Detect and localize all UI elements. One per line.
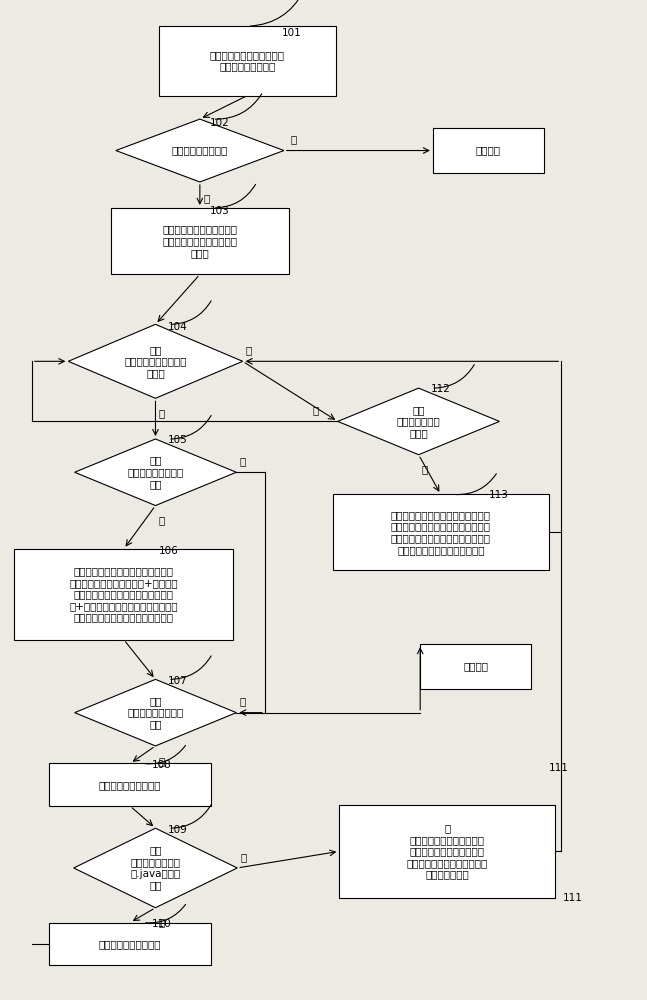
- Text: 是: 是: [203, 194, 209, 204]
- Text: 105: 105: [168, 435, 188, 445]
- Text: 102: 102: [210, 118, 229, 128]
- Text: 判断源路径是否存在: 判断源路径是否存在: [171, 146, 228, 156]
- Text: 将
查找到的文件作为源文件进
行解析，将解析结果写入目
标路径下的目标文件，在当前
路径中查找对象: 将 查找到的文件作为源文件进 行解析，将解析结果写入目 标路径下的目标文件，在当…: [406, 823, 488, 880]
- Text: 判断
当前路径是否为
源路径: 判断 当前路径是否为 源路径: [397, 405, 441, 438]
- Text: 是: 是: [239, 697, 246, 707]
- Bar: [159, 26, 336, 96]
- Text: 获取源文件的源路径和目标
文件所在的目标路径: 获取源文件的源路径和目标 文件所在的目标路径: [210, 50, 285, 72]
- Text: 否: 否: [239, 456, 246, 466]
- Text: 101: 101: [282, 28, 302, 38]
- Text: 判断
查找到的对象是否为
文件: 判断 查找到的对象是否为 文件: [127, 696, 184, 729]
- Text: 是: 是: [159, 408, 165, 418]
- Text: 判断
查找到的文件是否
为.java结尾的
文件: 判断 查找到的文件是否 为.java结尾的 文件: [130, 846, 181, 890]
- Bar: [433, 128, 544, 173]
- Text: 否: 否: [291, 134, 296, 144]
- Text: 106: 106: [159, 546, 179, 556]
- Text: 在目标路径下创建与查找到的目录名
称相同的目录，将目标路径+创建的目
录作为更新后的目标路径，将当前路
径+查找到的目录作为更新后的当前路
径，在更新后的当前路: 在目标路径下创建与查找到的目录名 称相同的目录，将目标路径+创建的目 录作为更新…: [69, 566, 178, 623]
- Text: 103: 103: [210, 206, 229, 216]
- Text: 结束流程: 结束流程: [476, 146, 501, 156]
- Text: 将目标路径的上一级目录路径作为更
新后的目标路径，将当前路径的上一
级目录路径作为更新后的当前路径，
在更新后的当前路径中查找对象: 将目标路径的上一级目录路径作为更 新后的目标路径，将当前路径的上一 级目录路径作…: [391, 510, 491, 555]
- Text: 判断
查找到的对象是否为
目录: 判断 查找到的对象是否为 目录: [127, 456, 184, 489]
- Text: 是: 是: [241, 852, 247, 862]
- Polygon shape: [74, 679, 236, 746]
- Polygon shape: [116, 119, 284, 182]
- Polygon shape: [74, 439, 236, 506]
- Polygon shape: [74, 828, 237, 908]
- Text: 110: 110: [152, 919, 172, 929]
- Text: 否: 否: [422, 464, 428, 474]
- Text: 结束流程: 结束流程: [463, 661, 488, 671]
- Text: 107: 107: [168, 676, 188, 686]
- Text: 在当前路径中查找对象: 在当前路径中查找对象: [99, 780, 161, 790]
- Polygon shape: [69, 324, 243, 398]
- Bar: [111, 208, 289, 274]
- Text: 111: 111: [549, 763, 569, 773]
- Text: 否: 否: [246, 345, 252, 355]
- Text: 将源路径作为当前路径，在
当前路径中查找未被处理过
的对象: 将源路径作为当前路径，在 当前路径中查找未被处理过 的对象: [162, 225, 237, 258]
- Text: 是: 是: [313, 405, 319, 415]
- Text: 否: 否: [159, 756, 165, 766]
- Text: 否: 否: [159, 918, 165, 928]
- Text: 113: 113: [488, 490, 509, 500]
- Text: 在当前路径中查找对象: 在当前路径中查找对象: [99, 939, 161, 949]
- Bar: [333, 494, 549, 570]
- Text: 112: 112: [432, 384, 451, 394]
- Text: 111: 111: [562, 893, 582, 903]
- Text: 是: 是: [159, 515, 165, 525]
- Bar: [420, 644, 531, 689]
- Text: 判断
是否查找到未被处理过
的对象: 判断 是否查找到未被处理过 的对象: [124, 345, 187, 378]
- Text: 104: 104: [168, 322, 188, 332]
- Bar: [14, 549, 233, 640]
- Polygon shape: [338, 388, 499, 455]
- Bar: [49, 763, 211, 806]
- Text: 108: 108: [152, 760, 172, 770]
- Bar: [49, 923, 211, 965]
- Text: 109: 109: [168, 825, 188, 835]
- Bar: [339, 805, 555, 898]
